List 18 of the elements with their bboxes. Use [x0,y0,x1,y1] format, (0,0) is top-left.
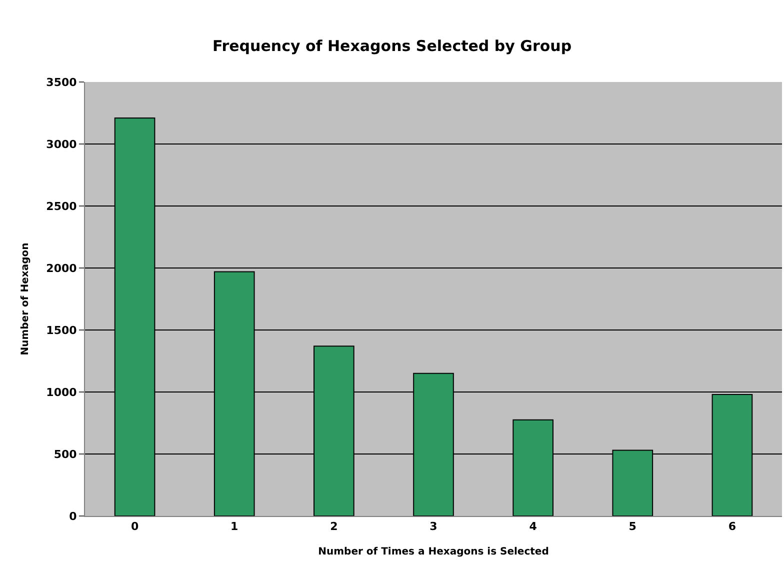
chart-title: Frequency of Hexagons Selected by Group [212,36,572,55]
x-tick-label: 1 [230,520,238,534]
x-tick-label: 4 [529,520,538,534]
y-tick-label: 2000 [46,262,78,275]
x-tick-label: 6 [728,520,736,534]
x-tick-label: 5 [628,520,636,534]
y-tick-label: 1000 [46,386,78,399]
y-tick-label: 3500 [46,76,78,89]
y-tick-label: 2500 [46,200,78,213]
x-tick-label: 0 [130,520,139,534]
y-axis-title: Number of Hexagon [20,242,32,356]
y-tick-label: 1500 [46,324,78,337]
y-tick-label: 0 [69,510,78,523]
x-tick-label: 3 [430,520,438,534]
y-tick-label: 500 [54,448,78,461]
y-tick-label: 3000 [46,138,78,151]
x-tick-label: 2 [330,520,338,534]
x-axis-title: Number of Times a Hexagons is Selected [318,546,549,558]
